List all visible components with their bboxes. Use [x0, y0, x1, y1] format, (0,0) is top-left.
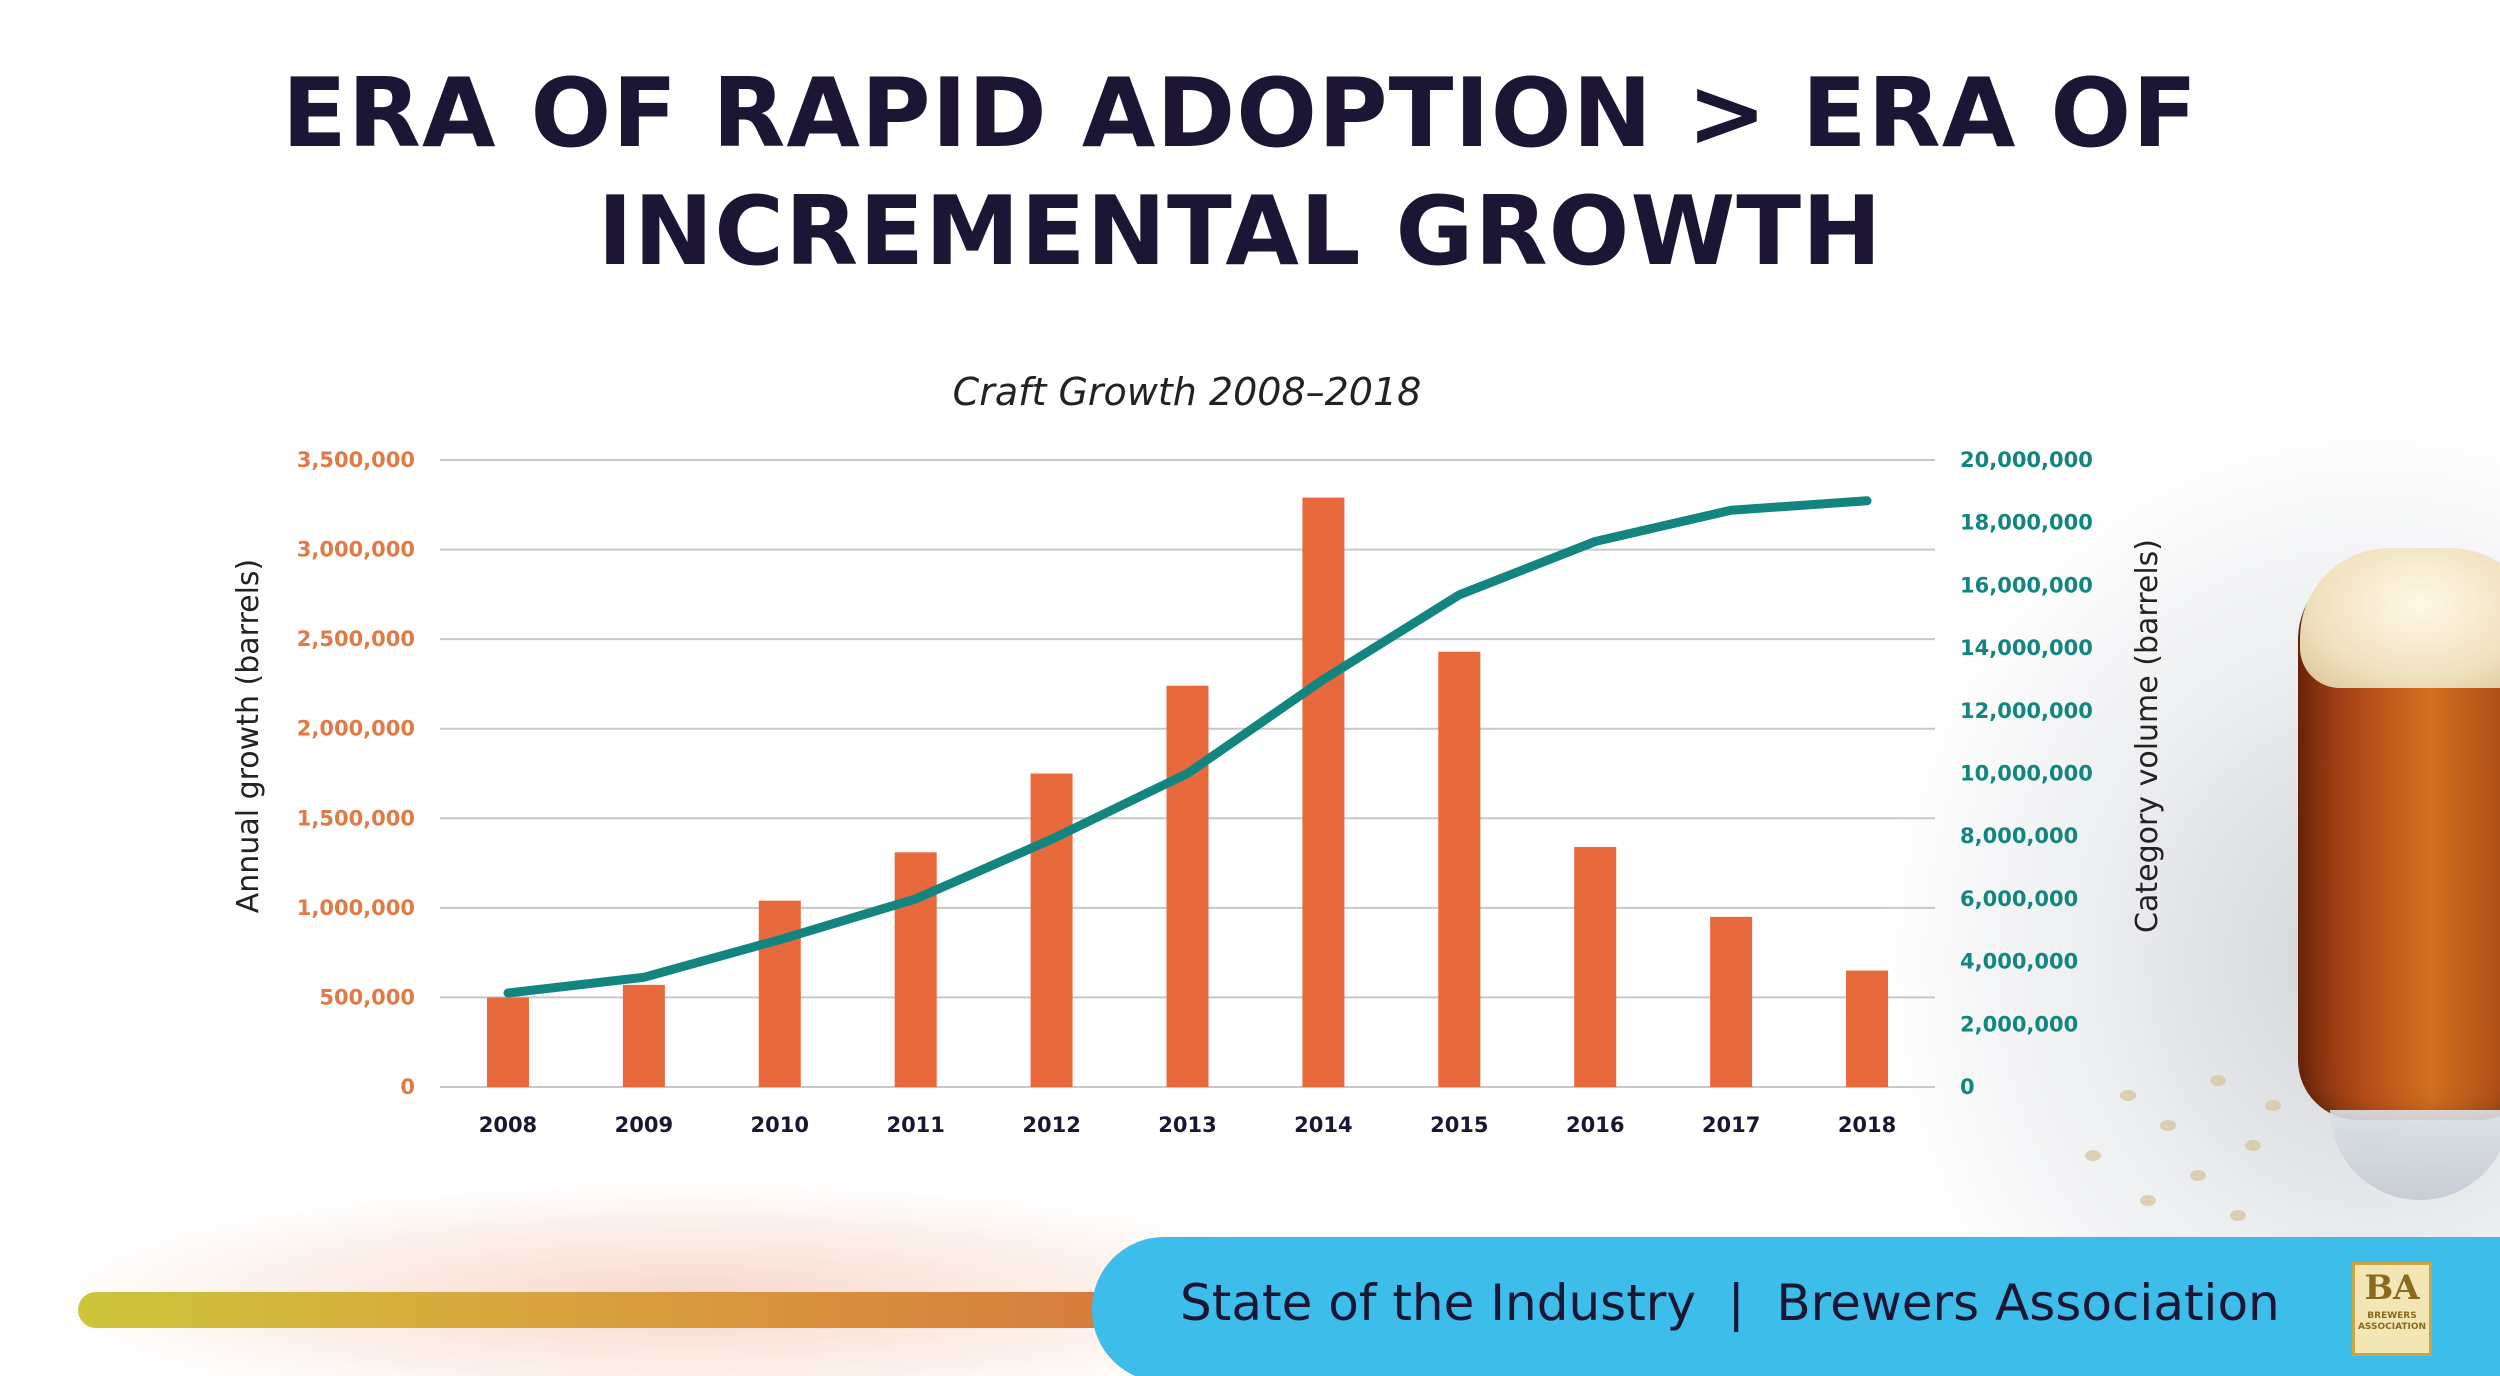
- right-tick-label: 0: [1960, 1075, 1975, 1099]
- grain-decoration: [2085, 1150, 2101, 1161]
- left-tick-label: 1,000,000: [297, 896, 415, 920]
- right-tick-label: 14,000,000: [1960, 636, 2093, 660]
- x-tick-label: 2013: [1158, 1113, 1216, 1137]
- x-tick-label: 2017: [1702, 1113, 1760, 1137]
- grain-decoration: [2140, 1195, 2156, 1206]
- right-tick-label: 4,000,000: [1960, 950, 2078, 974]
- grain-decoration: [2245, 1140, 2261, 1151]
- bar-2015: [1438, 651, 1481, 1087]
- grain-decoration: [2210, 1075, 2226, 1086]
- grain-decoration: [2190, 1170, 2206, 1181]
- left-tick-label: 2,000,000: [297, 717, 415, 741]
- x-tick-label: 2010: [751, 1113, 809, 1137]
- left-tick-label: 2,500,000: [297, 627, 415, 651]
- left-tick-label: 3,500,000: [297, 448, 415, 472]
- right-tick-label: 6,000,000: [1960, 887, 2078, 911]
- grain-decoration: [2265, 1100, 2281, 1111]
- brewers-association-logo: BA BREWERS ASSOCIATION: [2352, 1262, 2432, 1356]
- chart-title: Craft Growth 2008–2018: [953, 370, 1422, 414]
- right-tick-label: 8,000,000: [1960, 824, 2078, 848]
- beer-foam-image: [2300, 548, 2500, 688]
- left-tick-label: 3,000,000: [297, 538, 415, 562]
- right-tick-label: 12,000,000: [1960, 699, 2093, 723]
- logo-mark: BA: [2364, 1268, 2420, 1308]
- bar-2016: [1574, 846, 1617, 1087]
- x-tick-label: 2018: [1838, 1113, 1896, 1137]
- x-tick-label: 2016: [1566, 1113, 1624, 1137]
- footer-glow: [30, 1180, 1230, 1376]
- footer-banner: [1092, 1237, 2500, 1376]
- bar-2011: [894, 852, 937, 1087]
- footer-accent-bar: [78, 1292, 1158, 1328]
- bar-2008: [486, 997, 529, 1087]
- left-axis-ticks: 0 500,000 1,000,000 1,500,000 2,000,000 2,500…: [297, 448, 415, 1099]
- right-tick-label: 2,000,000: [1960, 1012, 2078, 1036]
- left-tick-label: 0: [400, 1075, 415, 1099]
- x-tick-label: 2012: [1022, 1113, 1080, 1137]
- x-tick-label: 2009: [615, 1113, 673, 1137]
- left-axis-label: Annual growth (barrels): [231, 559, 266, 913]
- grain-decoration: [2160, 1120, 2176, 1131]
- right-tick-label: 20,000,000: [1960, 448, 2093, 472]
- bar-2017: [1710, 916, 1753, 1087]
- slide-title: ERA OF RAPID ADOPTION > ERA OF INCREMENT…: [281, 59, 2199, 287]
- grain-decoration: [2230, 1210, 2246, 1221]
- left-tick-label: 500,000: [319, 985, 415, 1009]
- logo-text: BREWERS ASSOCIATION: [2357, 1311, 2427, 1332]
- x-tick-label: 2014: [1294, 1113, 1352, 1137]
- bar-2010: [758, 900, 801, 1087]
- left-tick-label: 1,500,000: [297, 806, 415, 830]
- bar-2009: [622, 984, 665, 1087]
- footer-text: State of the Industry | Brewers Associat…: [1180, 1274, 2280, 1332]
- x-axis-ticks: 2008 2009 2010 2011 2012 2013 2014 2015 2016 2017…: [479, 1113, 1897, 1137]
- right-tick-label: 18,000,000: [1960, 511, 2093, 535]
- category-volume-line: [503, 496, 1872, 998]
- bar-series: [486, 497, 1889, 1087]
- x-tick-label: 2011: [886, 1113, 944, 1137]
- x-tick-label: 2008: [479, 1113, 537, 1137]
- x-tick-label: 2015: [1430, 1113, 1488, 1137]
- right-tick-label: 16,000,000: [1960, 573, 2093, 597]
- grain-decoration: [2120, 1090, 2136, 1101]
- right-axis-label: Category volume (barrels): [2130, 539, 2165, 933]
- bar-2012: [1030, 773, 1073, 1087]
- bar-2013: [1166, 685, 1209, 1087]
- right-axis-ticks: 0 2,000,000 4,000,000 6,000,000 8,000,000 10,…: [1960, 448, 2093, 1099]
- bar-2014: [1302, 497, 1345, 1087]
- right-tick-label: 10,000,000: [1960, 762, 2093, 786]
- bar-2018: [1846, 970, 1889, 1087]
